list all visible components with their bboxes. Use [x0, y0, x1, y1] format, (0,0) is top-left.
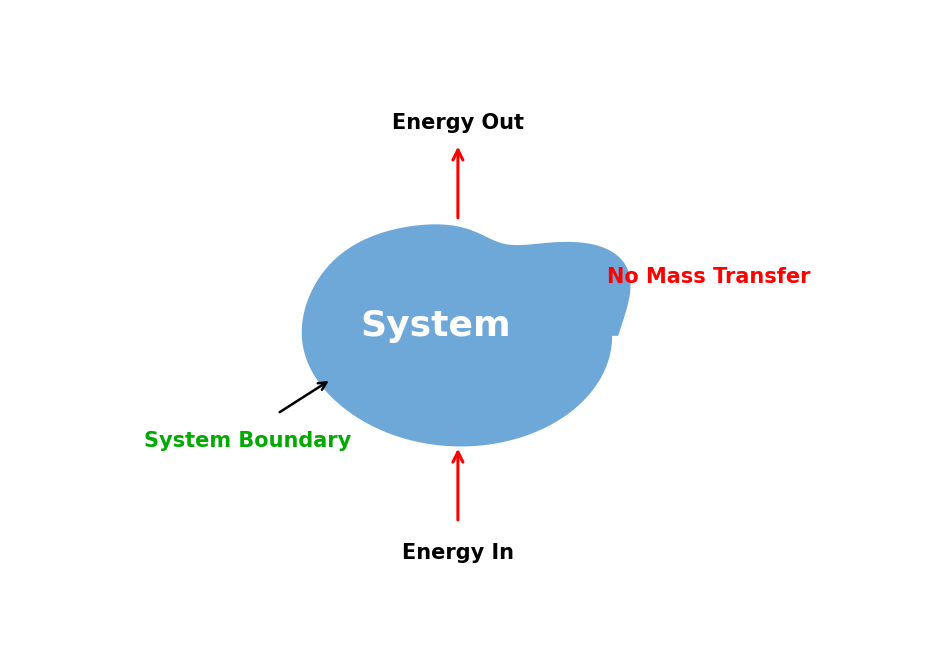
- Polygon shape: [301, 224, 631, 446]
- Text: No Mass Transfer: No Mass Transfer: [607, 267, 810, 287]
- Text: System Boundary: System Boundary: [145, 431, 352, 451]
- Text: Energy Out: Energy Out: [392, 113, 524, 133]
- Text: Energy In: Energy In: [402, 543, 514, 563]
- Text: System: System: [360, 309, 511, 342]
